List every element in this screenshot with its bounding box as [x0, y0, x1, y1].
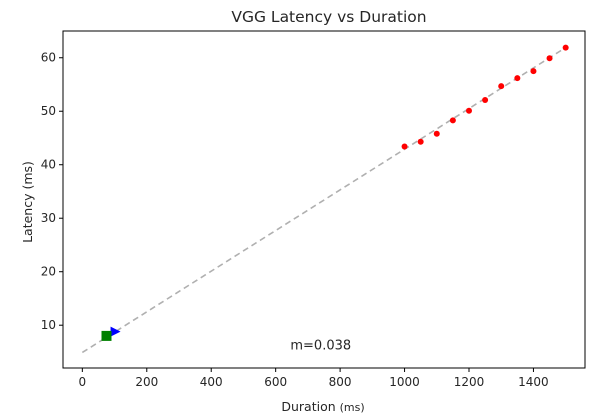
data-point: [401, 143, 408, 150]
x-tick-label: 400: [200, 375, 223, 389]
x-tick-label: 1000: [389, 375, 420, 389]
fit-line: [81, 46, 567, 354]
data-point: [530, 68, 537, 75]
y-tick-label: 20: [41, 265, 56, 279]
plot-area: m=0.038: [81, 44, 569, 354]
square-marker: [101, 330, 112, 341]
y-axis-label: Latency (ms): [20, 161, 35, 243]
y-tick-label: 60: [41, 51, 56, 65]
slope-annotation: m=0.038: [290, 338, 351, 353]
x-tick-label: 600: [264, 375, 287, 389]
x-axis-label-text: Duration: [281, 399, 335, 414]
triangle-marker: [110, 326, 121, 337]
y-tick-label: 10: [41, 318, 56, 332]
x-axis-label: Duration (ms): [281, 399, 364, 414]
data-point: [562, 44, 569, 51]
x-axis-label-unit: (ms): [340, 401, 365, 414]
data-point: [546, 55, 553, 62]
y-tick-label: 50: [41, 104, 56, 118]
data-point: [433, 130, 440, 137]
x-tick-label: 1400: [518, 375, 549, 389]
data-point: [449, 117, 456, 124]
data-point: [466, 107, 472, 114]
data-point: [514, 75, 521, 82]
x-tick-label: 0: [79, 375, 87, 389]
x-tick-label: 200: [135, 375, 158, 389]
x-axis: 0 200 400 600 800 1000 1200 1400: [79, 368, 549, 389]
data-point: [482, 97, 489, 104]
chart-title: VGG Latency vs Duration: [231, 8, 426, 26]
x-tick-label: 800: [329, 375, 352, 389]
data-point: [498, 83, 505, 90]
y-axis: 10 20 30 40 50 60: [41, 51, 63, 332]
plot-frame: [62, 30, 586, 369]
y-tick-label: 30: [41, 211, 56, 225]
y-tick-label: 40: [41, 158, 56, 172]
data-point: [417, 138, 424, 145]
x-tick-label: 1200: [454, 375, 485, 389]
